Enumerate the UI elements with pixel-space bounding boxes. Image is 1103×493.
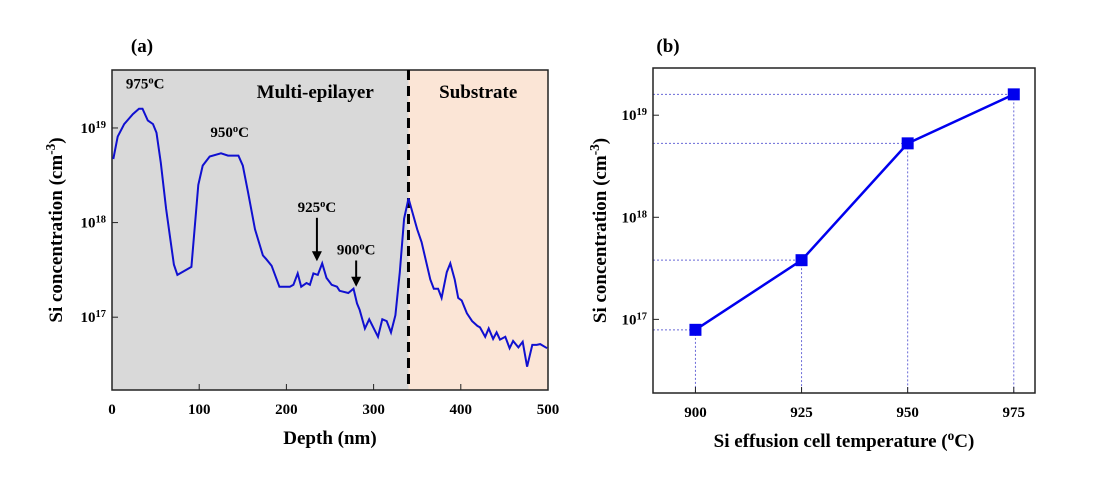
data-line xyxy=(112,107,548,367)
region-label: Multi-epilayer xyxy=(257,82,375,103)
region-1 xyxy=(408,70,548,390)
text-part: 950 xyxy=(210,125,233,141)
y-tick-label: 1019 xyxy=(81,119,107,137)
data-point xyxy=(901,137,914,150)
x-tick-label: 950 xyxy=(896,405,919,421)
text-part: C xyxy=(154,77,165,93)
text-part: C xyxy=(238,125,249,141)
text-part: C xyxy=(325,200,336,216)
x-tick-label: 500 xyxy=(537,402,560,418)
x-tick-label: 200 xyxy=(275,402,298,418)
text-part: C) xyxy=(954,431,974,452)
x-tick-label: 100 xyxy=(188,402,211,418)
superscript: o xyxy=(233,124,238,135)
annotation-label: 925oC xyxy=(298,198,337,216)
text-part: 10 xyxy=(81,310,96,326)
y-tick-label: 1017 xyxy=(81,309,107,327)
region-label: Substrate xyxy=(439,82,517,103)
text-part: ) xyxy=(46,137,67,143)
x-axis-label: Depth (nm) xyxy=(283,428,376,449)
superscript: 18 xyxy=(637,209,648,220)
superscript: o xyxy=(320,198,325,209)
plot-frame xyxy=(652,67,1036,394)
panel-label: (b) xyxy=(656,36,679,57)
arrow-head-icon xyxy=(351,276,362,287)
superscript: 18 xyxy=(96,214,107,225)
superscript: 17 xyxy=(637,311,648,322)
superscript: -3 xyxy=(43,143,58,154)
text-part: Si effusion cell temperature ( xyxy=(714,431,948,452)
x-axis-label: Si effusion cell temperature (oC) xyxy=(714,428,975,453)
x-tick-label: 925 xyxy=(790,405,813,421)
data-point xyxy=(689,323,702,336)
text-part: Depth (nm) xyxy=(283,428,376,449)
panel-label: (a) xyxy=(131,36,153,57)
superscript: 19 xyxy=(96,119,107,130)
region-0 xyxy=(112,70,409,390)
arrow-head-icon xyxy=(311,251,322,262)
superscript: -3 xyxy=(587,144,602,155)
x-tick-label: 300 xyxy=(362,402,385,418)
superscript: o xyxy=(948,428,955,443)
text-part: 10 xyxy=(81,216,96,232)
y-tick-label: 1017 xyxy=(622,311,648,329)
x-tick-label: 975 xyxy=(1003,405,1026,421)
superscript: 19 xyxy=(637,107,648,118)
x-tick-label: 900 xyxy=(684,405,707,421)
superscript: o xyxy=(359,241,364,252)
text-part: 10 xyxy=(622,312,637,328)
y-axis-label: Si concentration (cm-3) xyxy=(43,137,68,322)
text-part: 975 xyxy=(126,77,149,93)
plot-frame xyxy=(111,69,549,391)
text-part: 900 xyxy=(337,242,360,258)
text-part: 925 xyxy=(298,200,321,216)
data-line xyxy=(694,93,1015,331)
text-part: C xyxy=(365,242,376,258)
annotation-label: 975oC xyxy=(126,75,165,93)
y-tick-label: 1018 xyxy=(622,209,648,227)
text-part: 10 xyxy=(81,121,96,137)
y-tick-label: 1019 xyxy=(622,107,648,125)
annotation-label: 900oC xyxy=(337,241,376,259)
superscript: o xyxy=(148,75,153,86)
annotation-label: 950oC xyxy=(210,124,249,142)
superscript: 17 xyxy=(96,309,107,320)
data-point xyxy=(1007,88,1020,101)
text-part: ) xyxy=(590,138,611,144)
text-part: Si concentration (cm xyxy=(46,155,67,323)
data-point xyxy=(795,254,808,267)
x-tick-label: 0 xyxy=(108,402,116,418)
text-part: Si concentration (cm xyxy=(590,155,611,323)
y-axis-label: Si concentration (cm-3) xyxy=(587,138,612,323)
text-part: 10 xyxy=(622,210,637,226)
text-part: 10 xyxy=(622,108,637,124)
y-tick-label: 1018 xyxy=(81,214,107,232)
x-tick-label: 400 xyxy=(450,402,473,418)
